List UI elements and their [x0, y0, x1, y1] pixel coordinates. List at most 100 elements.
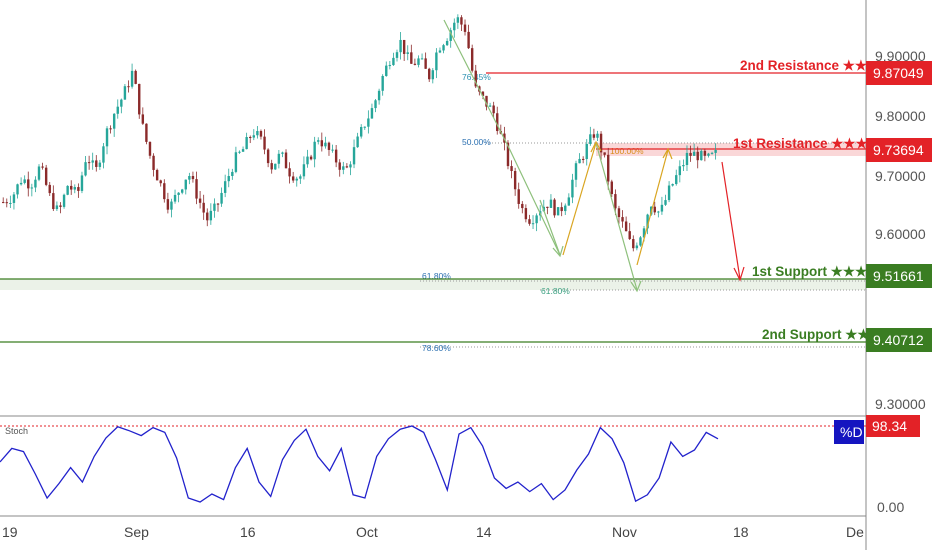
candle-body	[37, 166, 41, 180]
fib-label-618-b: 61.80%	[541, 286, 570, 296]
support-zone	[0, 279, 866, 290]
candle-body	[567, 197, 571, 206]
candle-body	[607, 154, 610, 182]
candle-body	[338, 162, 341, 170]
candle-body	[173, 194, 177, 202]
candle-body	[84, 162, 87, 176]
date-tick-14: 14	[476, 524, 492, 540]
abc-leg-a	[539, 199, 561, 256]
candle-body	[34, 179, 37, 188]
candle-body	[148, 141, 152, 156]
candle-body	[66, 185, 69, 195]
candle-body	[241, 149, 245, 152]
candle-body	[223, 181, 227, 193]
candle-body	[120, 99, 123, 107]
candle-body	[80, 175, 84, 191]
candle-body	[621, 217, 624, 222]
candle-body	[155, 169, 159, 181]
date-tick-oct: Oct	[356, 524, 378, 540]
candle-body	[163, 183, 166, 200]
candlesticks	[2, 14, 717, 252]
candle-body	[485, 95, 488, 107]
arrowhead-projection	[733, 266, 745, 282]
date-tick-18: 18	[733, 524, 749, 540]
candle-body	[639, 237, 642, 246]
candle-body	[685, 152, 689, 166]
candle-body	[23, 179, 26, 183]
candle-body	[653, 206, 656, 213]
candle-body	[206, 212, 209, 221]
candle-body	[356, 136, 359, 148]
fib-label-50: 50.00%	[462, 137, 491, 147]
candle-body	[675, 175, 678, 185]
candle-body	[553, 199, 556, 216]
resistance-1-label: 1st Resistance ★★★	[733, 136, 869, 151]
candle-body	[564, 205, 567, 212]
candle-body	[528, 219, 531, 224]
candle-body	[410, 52, 413, 64]
candle-body	[524, 208, 528, 220]
candle-body	[73, 187, 76, 190]
candle-body	[16, 184, 19, 195]
candle-body	[324, 142, 327, 147]
candle-body	[596, 133, 599, 138]
candle-body	[517, 189, 520, 204]
candle-body	[334, 149, 338, 163]
pattern-arrows	[443, 19, 745, 293]
date-tick-nov: Nov	[612, 524, 637, 540]
candle-body	[417, 58, 420, 65]
candle-body	[671, 184, 674, 186]
abc-leg-c	[595, 142, 638, 291]
candle-body	[2, 202, 5, 204]
candle-body	[470, 48, 474, 71]
candle-body	[284, 152, 288, 169]
candle-body	[399, 39, 402, 53]
support-1-value: 9.51661	[873, 268, 924, 284]
candle-body	[428, 68, 431, 80]
support-2-label: 2nd Support ★★	[762, 327, 870, 342]
candle-body	[438, 50, 442, 53]
candle-body	[256, 131, 259, 136]
projection-arrow	[721, 161, 741, 280]
candle-body	[599, 133, 603, 153]
candle-body	[188, 176, 191, 180]
candle-body	[191, 176, 195, 180]
candle-body	[184, 179, 187, 190]
candle-body	[521, 203, 524, 209]
candle-body	[424, 58, 427, 69]
candle-body	[435, 52, 438, 71]
candle-body	[288, 168, 291, 177]
candle-body	[657, 211, 660, 213]
candle-body	[456, 17, 460, 23]
candle-body	[682, 165, 685, 167]
candle-body	[195, 179, 198, 199]
candle-body	[209, 210, 213, 221]
candle-body	[70, 185, 73, 190]
arrowhead-d	[662, 147, 673, 160]
support-2-tag	[866, 328, 932, 352]
candle-body	[299, 176, 302, 179]
candle-body	[112, 113, 116, 129]
candle-body	[102, 146, 105, 163]
candle-body	[546, 206, 549, 208]
candle-body	[535, 215, 538, 224]
candle-body	[392, 57, 395, 66]
candle-body	[531, 223, 535, 225]
candle-body	[632, 239, 635, 249]
candle-body	[374, 100, 377, 109]
candle-body	[313, 141, 316, 160]
candle-body	[574, 163, 578, 180]
candle-body	[91, 160, 94, 163]
candle-body	[12, 194, 16, 203]
support-1-label: 1st Support ★★★	[752, 264, 868, 279]
candle-body	[27, 179, 30, 189]
candle-body	[216, 203, 220, 205]
resistance-1-tag	[866, 138, 932, 162]
candle-body	[549, 199, 553, 208]
resistance-1-value: 9.73694	[873, 142, 924, 158]
candle-body	[496, 113, 499, 132]
candle-body	[87, 162, 91, 164]
candle-body	[259, 131, 263, 137]
